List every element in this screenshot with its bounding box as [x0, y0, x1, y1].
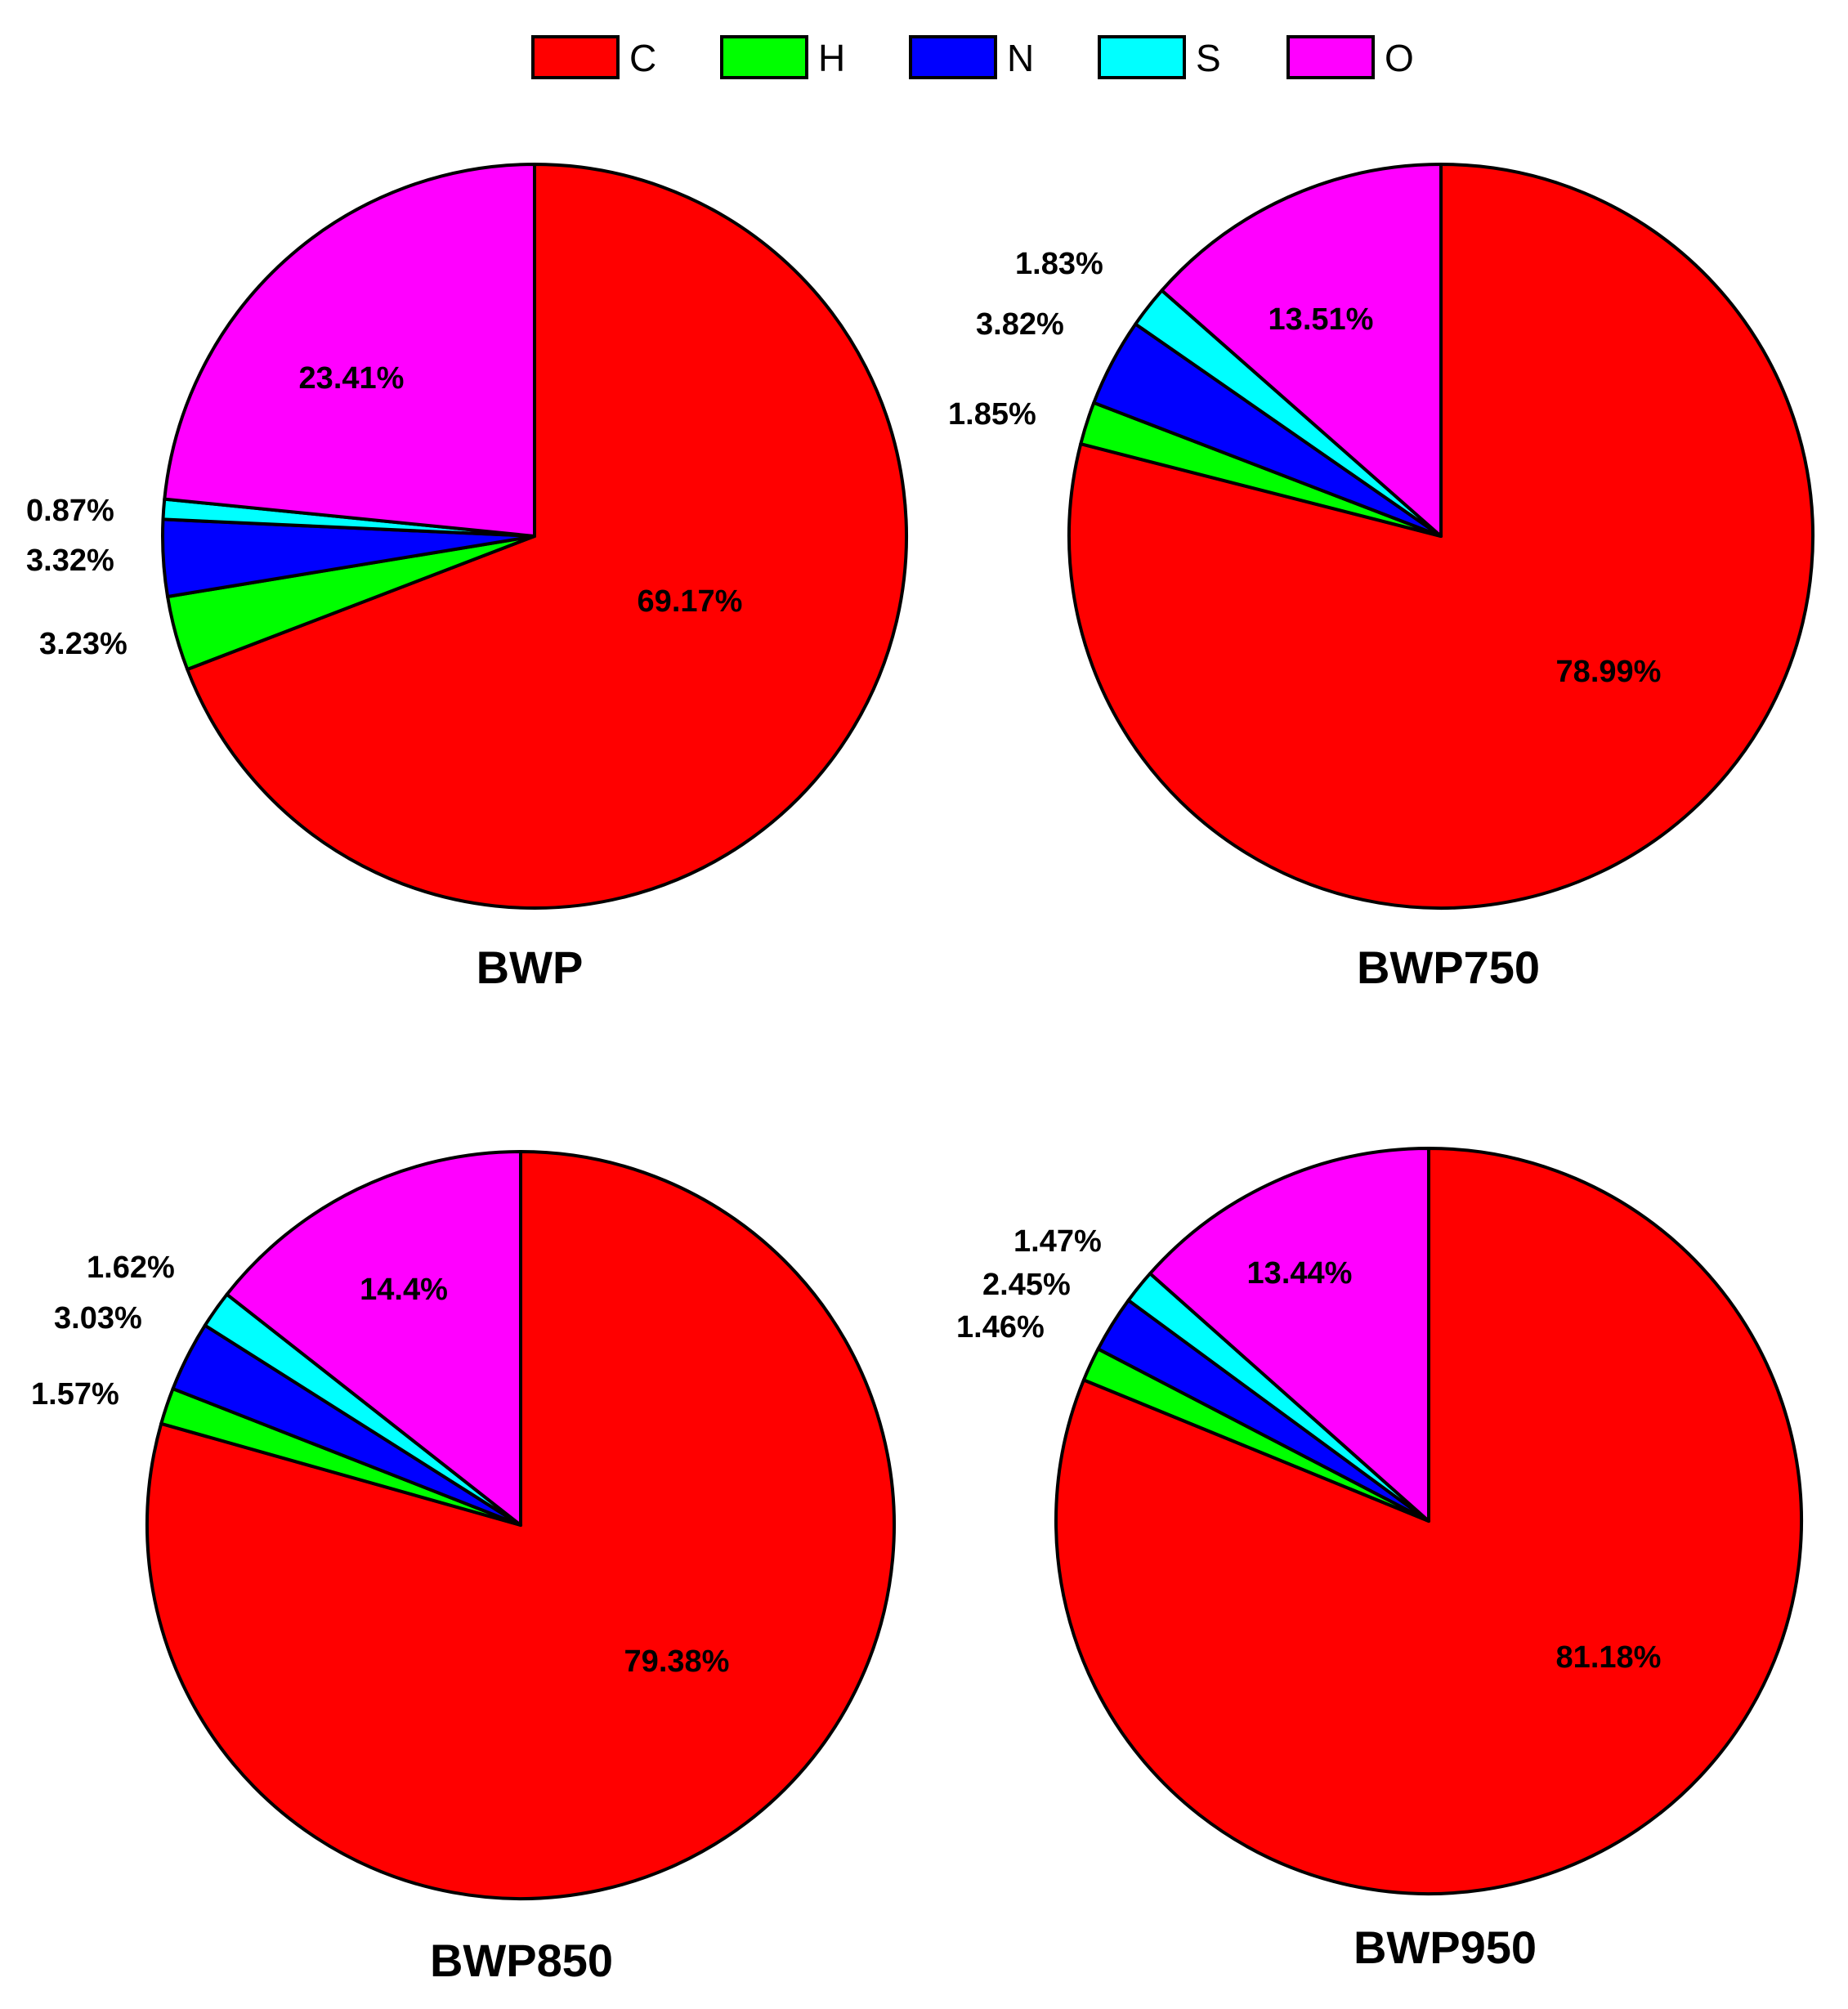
slice-label-n: 2.45%	[982, 1268, 1071, 1302]
pie-bwp: 69.17% 3.23% 3.32% 0.87% 23.41% BWP	[26, 163, 908, 993]
legend-label-o: O	[1385, 37, 1414, 79]
slice-label-n: 3.32%	[26, 544, 114, 578]
legend-swatch-o	[1286, 35, 1375, 79]
pie-slice-o	[225, 1150, 522, 1527]
legend-label-n: N	[1007, 37, 1034, 79]
slice-label-h: 3.23%	[39, 627, 128, 661]
legend-item-o: O	[1286, 35, 1414, 79]
slice-label-c: 78.99%	[1556, 655, 1662, 689]
legend-item-s: S	[1098, 35, 1221, 79]
legend-label-c: C	[629, 37, 656, 79]
slice-label-o: 23.41%	[299, 361, 405, 396]
pie-title: BWP850	[430, 1935, 613, 1986]
slice-label-n: 3.03%	[54, 1301, 142, 1336]
slice-label-c: 79.38%	[624, 1644, 730, 1679]
slice-label-c: 69.17%	[638, 584, 743, 619]
slice-label-n: 3.82%	[976, 307, 1064, 342]
pie-charts: 69.17% 3.23% 3.32% 0.87% 23.41% BWP 78.99% 1.85…	[26, 163, 1814, 1986]
legend-swatch-n	[909, 35, 997, 79]
pie-slice-o	[163, 163, 536, 538]
legend-item-h: H	[720, 35, 845, 79]
pie-title: BWP750	[1357, 942, 1540, 993]
legend-swatch-c	[531, 35, 620, 79]
pie-title: BWP950	[1354, 1922, 1537, 1973]
pie-slice-o	[1148, 1147, 1430, 1523]
legend-item-n: N	[909, 35, 1034, 79]
legend-swatch-h	[720, 35, 808, 79]
slice-label-h: 1.57%	[31, 1377, 119, 1412]
slice-label-o: 13.51%	[1269, 302, 1374, 337]
pie-slice-c	[186, 163, 908, 910]
legend-swatch-s	[1098, 35, 1186, 79]
slice-label-s: 1.83%	[1015, 247, 1103, 281]
pie-bwp950: 81.18% 1.46% 2.45% 1.47% 13.44% BWP950	[956, 1147, 1803, 1973]
slice-label-c: 81.18%	[1556, 1640, 1662, 1675]
pie-slice-c	[145, 1150, 896, 1900]
pie-bwp750: 78.99% 1.85% 3.82% 1.83% 13.51% BWP750	[948, 163, 1814, 993]
slice-label-h: 1.46%	[956, 1310, 1045, 1345]
pie-slice-o	[1160, 163, 1443, 538]
slice-label-o: 13.44%	[1247, 1256, 1353, 1291]
slice-label-s: 0.87%	[26, 494, 114, 528]
slice-label-o: 14.4%	[360, 1273, 448, 1307]
slice-label-s: 1.62%	[87, 1251, 175, 1285]
slice-label-h: 1.85%	[948, 397, 1036, 432]
pie-bwp850: 79.38% 1.57% 3.03% 1.62% 14.4% BWP850	[31, 1150, 896, 1986]
pie-title: BWP	[477, 942, 584, 993]
slice-label-s: 1.47%	[1013, 1224, 1102, 1259]
legend-label-h: H	[818, 37, 845, 79]
legend-item-c: C	[531, 35, 656, 79]
legend-label-s: S	[1196, 37, 1221, 79]
pie-slice-c	[1054, 1147, 1803, 1895]
